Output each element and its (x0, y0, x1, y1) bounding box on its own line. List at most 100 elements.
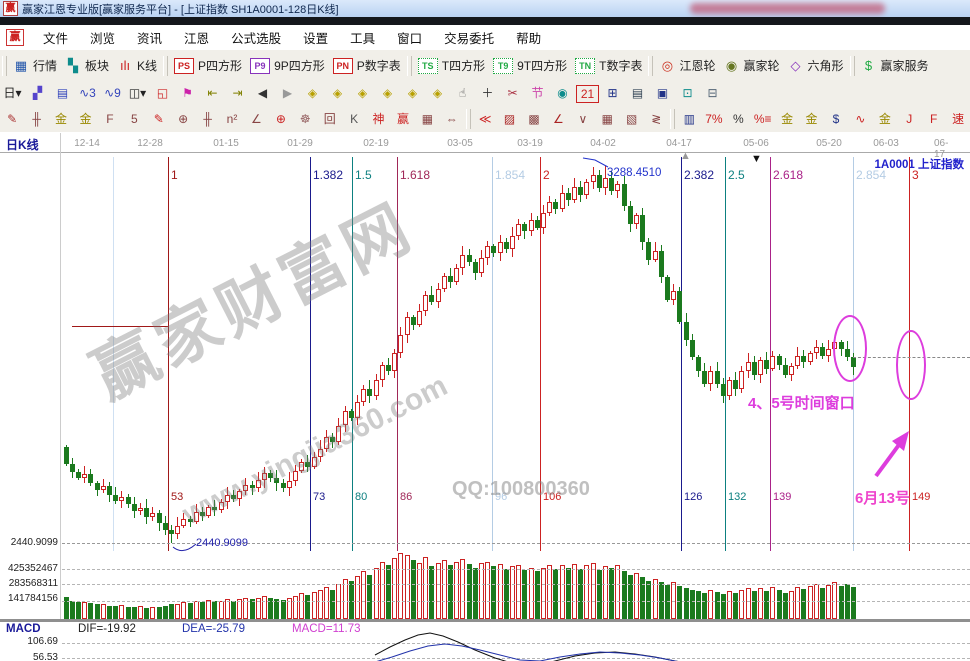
angle-tool-icon[interactable]: ∠ (251, 111, 262, 126)
macd-indicator-label[interactable]: MACD (6, 623, 41, 635)
candle (596, 175, 602, 189)
menu-item-资讯[interactable]: 资讯 (137, 32, 163, 46)
toolbar-button-sectors[interactable]: ▚ 板块 (65, 57, 109, 74)
menu-item-帮助[interactable]: 帮助 (516, 32, 542, 46)
3min-chart-icon[interactable]: ∿3 (79, 86, 96, 100)
gold-grid-1-icon[interactable]: 金 (55, 111, 68, 126)
percent-tool-icon[interactable]: % (732, 111, 744, 126)
k-measure-icon[interactable]: K (350, 111, 359, 126)
volume-bar (677, 585, 683, 619)
drag-hand-icon[interactable]: ☝ (458, 86, 467, 100)
histogram-tool-icon[interactable]: ▥ (683, 111, 696, 126)
9min-chart-icon[interactable]: ∿9 (104, 86, 121, 100)
gold-lines-icon[interactable]: 金 (805, 111, 818, 126)
shrink-all-icon[interactable]: ◈ (432, 86, 443, 100)
mind-tool-icon[interactable]: ◉ (557, 86, 568, 100)
fan-box-icon[interactable]: ▩ (528, 111, 540, 126)
toolbar-button-p-number-table[interactable]: PN P数字表 (332, 57, 401, 74)
toolbar-button-kline[interactable]: ılı K线 (117, 57, 157, 74)
expand-x-icon[interactable]: ◈ (357, 86, 368, 100)
menu-item-文件[interactable]: 文件 (43, 32, 69, 46)
shrink-x-icon[interactable]: ◈ (382, 86, 393, 100)
shen-grid-icon[interactable]: 神 (372, 111, 385, 126)
box-grid-2-icon[interactable]: ▧ (626, 111, 638, 126)
first-page-icon[interactable]: ⇤ (207, 86, 218, 100)
brush-tool-icon[interactable]: ✎ (153, 111, 164, 126)
kline-style-dropdown-icon[interactable]: 日▾ (3, 86, 22, 100)
fan-grid-icon[interactable]: ▨ (503, 111, 516, 126)
zoom-out-x-icon[interactable]: ◈ (307, 86, 318, 100)
sectors-icon: ▚ (68, 57, 79, 73)
draw-pen-icon[interactable]: ✎ (7, 111, 18, 126)
menu-item-浏览[interactable]: 浏览 (90, 32, 116, 46)
j-angle-icon[interactable]: J (906, 111, 913, 126)
pattern-tool-icon[interactable]: ▞ (32, 86, 43, 100)
menu-item-交易委托[interactable]: 交易委托 (444, 32, 495, 46)
last-page-icon[interactable]: ⇥ (232, 86, 243, 100)
toolbar-button-t-number-table[interactable]: TN T数字表 (575, 57, 642, 74)
toolbar-button-gann-wheel[interactable]: ◎ 江恩轮 (659, 57, 716, 74)
toolbar-button-winner-service[interactable]: $ 赢家服务 (861, 57, 929, 74)
menu-item-工具[interactable]: 工具 (350, 32, 376, 46)
calendar-icon[interactable]: 21 (576, 84, 599, 103)
candle-style-dropdown-icon[interactable]: ◫▾ (128, 86, 147, 100)
toolbar-button-winner-wheel[interactable]: ◉ 赢家轮 (723, 57, 780, 74)
wave-tool-icon[interactable]: ∿ (855, 111, 866, 126)
period-label[interactable]: 日K线 (6, 138, 39, 152)
parallel-lines-icon[interactable]: ≷ (651, 111, 662, 126)
candle (292, 471, 298, 482)
toolbar-button-9p-square[interactable]: P9 9P四方形 (250, 57, 325, 74)
network-icon[interactable]: ⊡ (682, 86, 693, 100)
f-angle-icon[interactable]: F (929, 111, 938, 126)
zigzag-tool-icon[interactable]: ∨ (578, 111, 588, 126)
grid-123-icon[interactable]: ▦ (421, 111, 434, 126)
square-spiral-icon[interactable]: 回 (323, 111, 336, 126)
save-icon[interactable]: ▣ (656, 86, 669, 100)
gann-compass-icon[interactable]: ⊕ (275, 111, 286, 126)
print-icon[interactable]: ⊟ (707, 86, 718, 100)
target-wheel-icon[interactable]: ☸ (299, 111, 311, 126)
circle-grid-icon[interactable]: ⊕ (178, 111, 189, 126)
percent-lines-icon[interactable]: %≡ (753, 111, 772, 126)
calculator-icon[interactable]: ⊞ (607, 86, 618, 100)
info-panel-icon[interactable]: ▤ (56, 86, 69, 100)
menu-item-公式选股[interactable]: 公式选股 (231, 32, 282, 46)
notepad-icon[interactable]: ▤ (631, 86, 644, 100)
menu-item-窗口[interactable]: 窗口 (397, 32, 423, 46)
percent-7-icon[interactable]: 7% (705, 111, 723, 126)
next-bar-icon[interactable]: ▶ (282, 86, 293, 100)
price-mark-icon[interactable]: $ (832, 111, 840, 126)
gann-fan-icon[interactable]: ≪ (478, 111, 492, 126)
prev-bar-icon[interactable]: ◀ (257, 86, 268, 100)
trend-angle-icon[interactable]: ∠ (553, 111, 564, 126)
box-grid-icon[interactable]: ▦ (601, 111, 613, 126)
candle (745, 361, 751, 371)
festival-marks-icon[interactable]: 节 (531, 86, 544, 100)
flag-mark-icon[interactable]: ⚑ (182, 86, 193, 100)
n-square-tool-icon[interactable]: n² (226, 111, 238, 126)
low-price-annotation: 2440.9099 (196, 537, 248, 549)
menu-item-设置[interactable]: 设置 (303, 32, 329, 46)
grid-tool-icon[interactable]: ╫ (32, 111, 41, 126)
five-grid-icon[interactable]: 5 (130, 111, 138, 126)
toolbar-button-t-square[interactable]: TS T四方形 (417, 57, 485, 74)
win-grid-icon[interactable]: 赢 (396, 111, 409, 126)
expand-all-icon[interactable]: ◈ (407, 86, 418, 100)
compress-view-icon[interactable]: ◱ (156, 86, 169, 100)
gold-circle-icon[interactable]: 金 (781, 111, 794, 126)
chart-canvas[interactable] (0, 132, 970, 661)
crosshair-icon[interactable]: ＋ (481, 86, 494, 100)
toolbar-button-hexagon[interactable]: ◇ 六角形 (788, 57, 844, 74)
measure-tool-icon[interactable]: ✂ (507, 86, 518, 100)
speed-line-icon[interactable]: 速 (952, 111, 965, 126)
width-measure-icon[interactable]: ⇔ (445, 111, 458, 126)
grid-tool-2-icon[interactable]: ╫ (203, 111, 212, 126)
toolbar-button-p-square[interactable]: PS P四方形 (174, 57, 242, 74)
fibo-grid-icon[interactable]: F (106, 111, 114, 126)
menu-item-江恩[interactable]: 江恩 (184, 32, 210, 46)
toolbar-button-quotes[interactable]: ▦ 行情 (13, 57, 57, 74)
toolbar-button-9t-square[interactable]: T9 9T四方形 (493, 57, 567, 74)
gold-angle-icon[interactable]: 金 (878, 111, 891, 126)
gold-grid-2-icon[interactable]: 金 (79, 111, 92, 126)
zoom-in-x-icon[interactable]: ◈ (332, 86, 343, 100)
